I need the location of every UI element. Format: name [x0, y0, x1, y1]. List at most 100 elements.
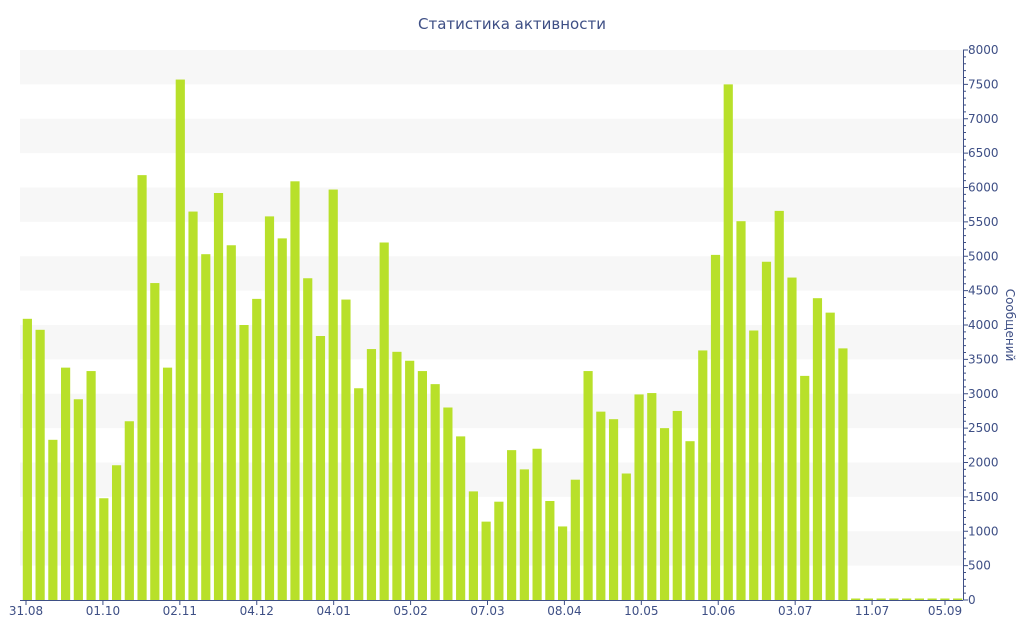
x-tick-label: 01.10 [86, 604, 120, 618]
bar [685, 441, 695, 600]
bar [902, 598, 912, 600]
grid-band [20, 118, 963, 154]
bar [188, 211, 198, 600]
y-tick-label: 7000 [968, 112, 999, 126]
bar [175, 79, 185, 600]
grid-band [20, 256, 963, 291]
bar [851, 598, 861, 600]
bar [647, 393, 657, 600]
bar [558, 526, 568, 600]
bar [914, 598, 924, 600]
bar [405, 360, 415, 600]
bar [532, 448, 542, 600]
bar [812, 298, 823, 600]
x-tick-label: 11.07 [855, 604, 889, 618]
bar [252, 298, 262, 601]
bar [430, 384, 440, 601]
bar [825, 312, 835, 601]
bar [583, 371, 593, 600]
bar [800, 375, 810, 601]
bar [659, 428, 670, 601]
y-tick-label: 6500 [968, 146, 999, 160]
bar [621, 473, 631, 600]
x-tick-label: 07.03 [470, 604, 504, 618]
bar [48, 439, 58, 600]
x-tick-label: 04.12 [240, 604, 274, 618]
chart-title: Статистика активности [418, 15, 606, 33]
bar [213, 193, 224, 600]
bar [889, 598, 899, 600]
y-tick-label: 0 [968, 593, 976, 607]
bar [876, 598, 886, 600]
grid-band [20, 187, 963, 222]
y-tick-label: 5000 [968, 249, 999, 263]
bar [481, 521, 491, 601]
bar [774, 210, 784, 601]
bar [35, 329, 45, 600]
bar [940, 598, 950, 600]
bar [86, 371, 96, 600]
bar [545, 501, 555, 600]
y-tick-label: 2500 [968, 421, 999, 435]
bar [328, 189, 338, 600]
bars [22, 79, 963, 601]
bar [239, 325, 249, 600]
bar [596, 411, 606, 601]
bar [417, 371, 427, 600]
y-tick-label: 8000 [968, 43, 999, 57]
bar [226, 245, 236, 600]
bar [927, 598, 937, 600]
bar [672, 410, 682, 600]
grid-band [20, 50, 963, 85]
bar [290, 181, 300, 600]
bar [111, 465, 122, 600]
bar [570, 479, 580, 600]
bar [749, 330, 759, 600]
x-tick-label: 05.09 [928, 604, 962, 618]
y-tick-label: 3500 [968, 352, 999, 366]
y-tick-label: 4000 [968, 318, 999, 332]
bar [723, 84, 733, 601]
bar [150, 283, 160, 600]
bar [519, 469, 529, 601]
x-tick-label: 31.08 [9, 604, 43, 618]
bar [264, 216, 275, 601]
y-tick-label: 5500 [968, 215, 999, 229]
bar [736, 221, 746, 600]
y-tick-label: 1500 [968, 490, 999, 504]
y-tick-label: 4500 [968, 284, 999, 298]
bar [838, 348, 848, 601]
bar [73, 399, 83, 600]
bar [341, 299, 351, 600]
bar [608, 419, 619, 600]
y-tick-label: 6000 [968, 181, 999, 195]
bar [698, 350, 708, 600]
y-tick-label: 2000 [968, 456, 999, 470]
y-ticks: 0 500 1000 1500 2000 2500 3000 3500 4000 4500 5000… [963, 43, 999, 607]
bar [392, 351, 402, 600]
x-tick-label: 04.01 [316, 604, 350, 618]
bar [468, 491, 478, 601]
bar [953, 598, 963, 600]
y-axis-label: Сообщений [1003, 289, 1017, 362]
y-tick-label: 7500 [968, 77, 999, 91]
bar [303, 278, 313, 600]
bar [315, 336, 326, 600]
bar [456, 436, 466, 601]
bar [443, 407, 453, 600]
bar [162, 367, 173, 601]
y-tick-label: 3000 [968, 387, 999, 401]
x-tick-label: 05.02 [393, 604, 427, 618]
x-ticks: 31.08 01.10 02.11 04.12 04.01 05.02 07.03 08.04… [9, 600, 962, 618]
bar [761, 261, 772, 600]
bar [99, 498, 109, 600]
bar [277, 238, 287, 601]
y-tick-label: 500 [968, 559, 991, 573]
x-tick-label: 10.06 [701, 604, 735, 618]
bar [379, 242, 389, 600]
bar [787, 277, 797, 600]
x-tick-label: 03.07 [778, 604, 812, 618]
x-tick-label: 08.04 [547, 604, 581, 618]
